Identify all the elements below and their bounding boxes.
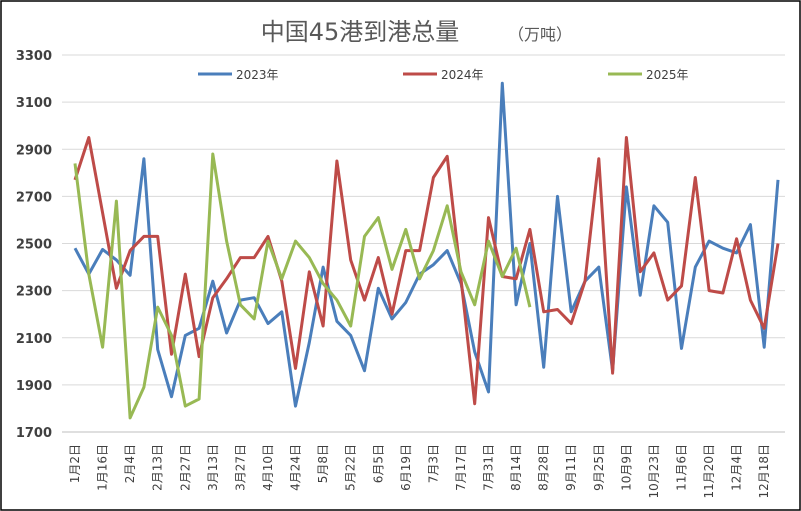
x-tick-label: 11月6日 — [675, 444, 689, 491]
x-tick-label: 7月3日 — [426, 444, 440, 483]
x-tick-label: 9月25日 — [592, 444, 606, 491]
y-tick-label: 2500 — [16, 238, 52, 253]
x-tick-label: 9月11日 — [564, 444, 578, 491]
x-tick-label: 1月2日 — [68, 444, 82, 483]
y-tick-label: 2900 — [16, 143, 52, 158]
series-line — [73, 81, 780, 408]
x-tick-label: 4月10日 — [261, 444, 275, 491]
legend-label: 2025年 — [646, 68, 689, 82]
x-tick-label: 6月5日 — [371, 444, 385, 483]
y-tick-label: 3300 — [16, 49, 52, 64]
y-tick-label: 1900 — [16, 379, 52, 394]
y-tick-label: 1700 — [16, 426, 52, 441]
y-tick-label: 2700 — [16, 190, 52, 205]
x-tick-label: 5月8日 — [316, 444, 330, 483]
series-line — [73, 152, 532, 420]
x-tick-label: 8月28日 — [537, 444, 551, 491]
x-tick-label: 2月13日 — [151, 444, 165, 491]
x-tick-label: 5月22日 — [344, 444, 358, 491]
x-tick-label: 12月18日 — [757, 444, 771, 499]
x-tick-label: 3月27日 — [233, 444, 247, 491]
y-tick-label: 2300 — [16, 285, 52, 300]
x-tick-label: 10月23日 — [647, 444, 661, 499]
x-tick-label: 2月27日 — [178, 444, 192, 491]
x-tick-label: 8月14日 — [509, 444, 523, 491]
x-tick-label: 3月13日 — [206, 444, 220, 491]
chart-unit: （万吨） — [508, 25, 572, 44]
y-tick-label: 2100 — [16, 332, 52, 347]
x-tick-label: 2月4日 — [123, 444, 137, 483]
x-tick-label: 6月19日 — [399, 444, 413, 491]
x-tick-label: 7月31日 — [482, 444, 496, 491]
x-tick-label: 1月16日 — [96, 444, 110, 491]
x-tick-label: 12月4日 — [730, 444, 744, 491]
chart-title: 中国45港到港总量 — [261, 18, 460, 46]
series-line — [73, 136, 780, 406]
y-tick-label: 3100 — [16, 96, 52, 111]
x-tick-label: 4月24日 — [289, 444, 303, 491]
legend-label: 2023年 — [236, 68, 279, 82]
x-tick-label: 7月17日 — [454, 444, 468, 491]
x-tick-label: 10月9日 — [619, 444, 633, 491]
legend-label: 2024年 — [441, 68, 484, 82]
x-tick-label: 11月20日 — [702, 444, 716, 499]
